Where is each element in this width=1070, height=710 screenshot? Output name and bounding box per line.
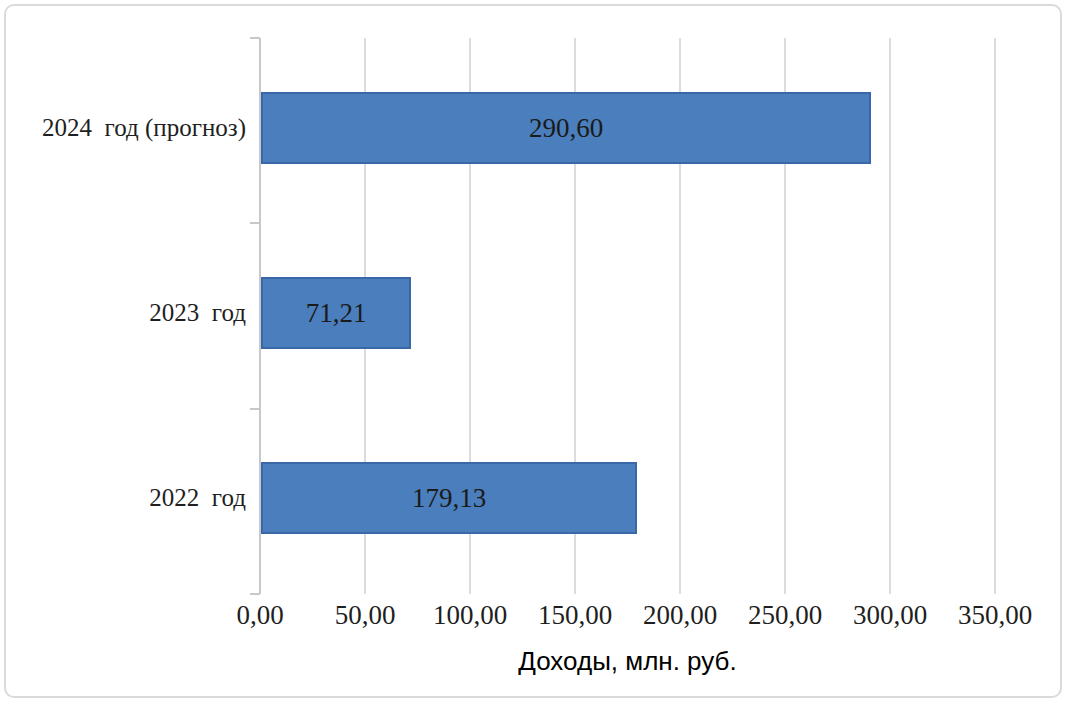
category-label: 2024 год (прогноз) [0,113,246,143]
bar-value-label: 71,21 [306,298,367,329]
x-tick-label: 0,00 [200,600,320,631]
x-axis-title: Доходы, млн. руб. [260,646,995,677]
x-tick-label: 250,00 [725,600,845,631]
x-tick-label: 50,00 [305,600,425,631]
category-axis-tick [250,593,260,595]
bar-value-label: 290,60 [529,113,603,144]
category-axis-tick [250,222,260,224]
x-tick-label: 300,00 [830,600,950,631]
bar-chart: 0,0050,00100,00150,00200,00250,00300,003… [0,0,1070,710]
x-tick-label: 200,00 [620,600,740,631]
bar: 290,60 [261,92,871,164]
bar: 179,13 [261,462,637,534]
x-tick-label: 100,00 [410,600,530,631]
bar-value-label: 179,13 [412,483,486,514]
category-axis-tick [250,37,260,39]
x-tick-label: 350,00 [935,600,1055,631]
gridline [994,38,996,594]
x-tick-label: 150,00 [515,600,635,631]
category-axis-tick [250,408,260,410]
category-label: 2023 год [0,298,246,328]
bar: 71,21 [261,277,411,349]
category-label: 2022 год [0,483,246,513]
gridline [889,38,891,594]
